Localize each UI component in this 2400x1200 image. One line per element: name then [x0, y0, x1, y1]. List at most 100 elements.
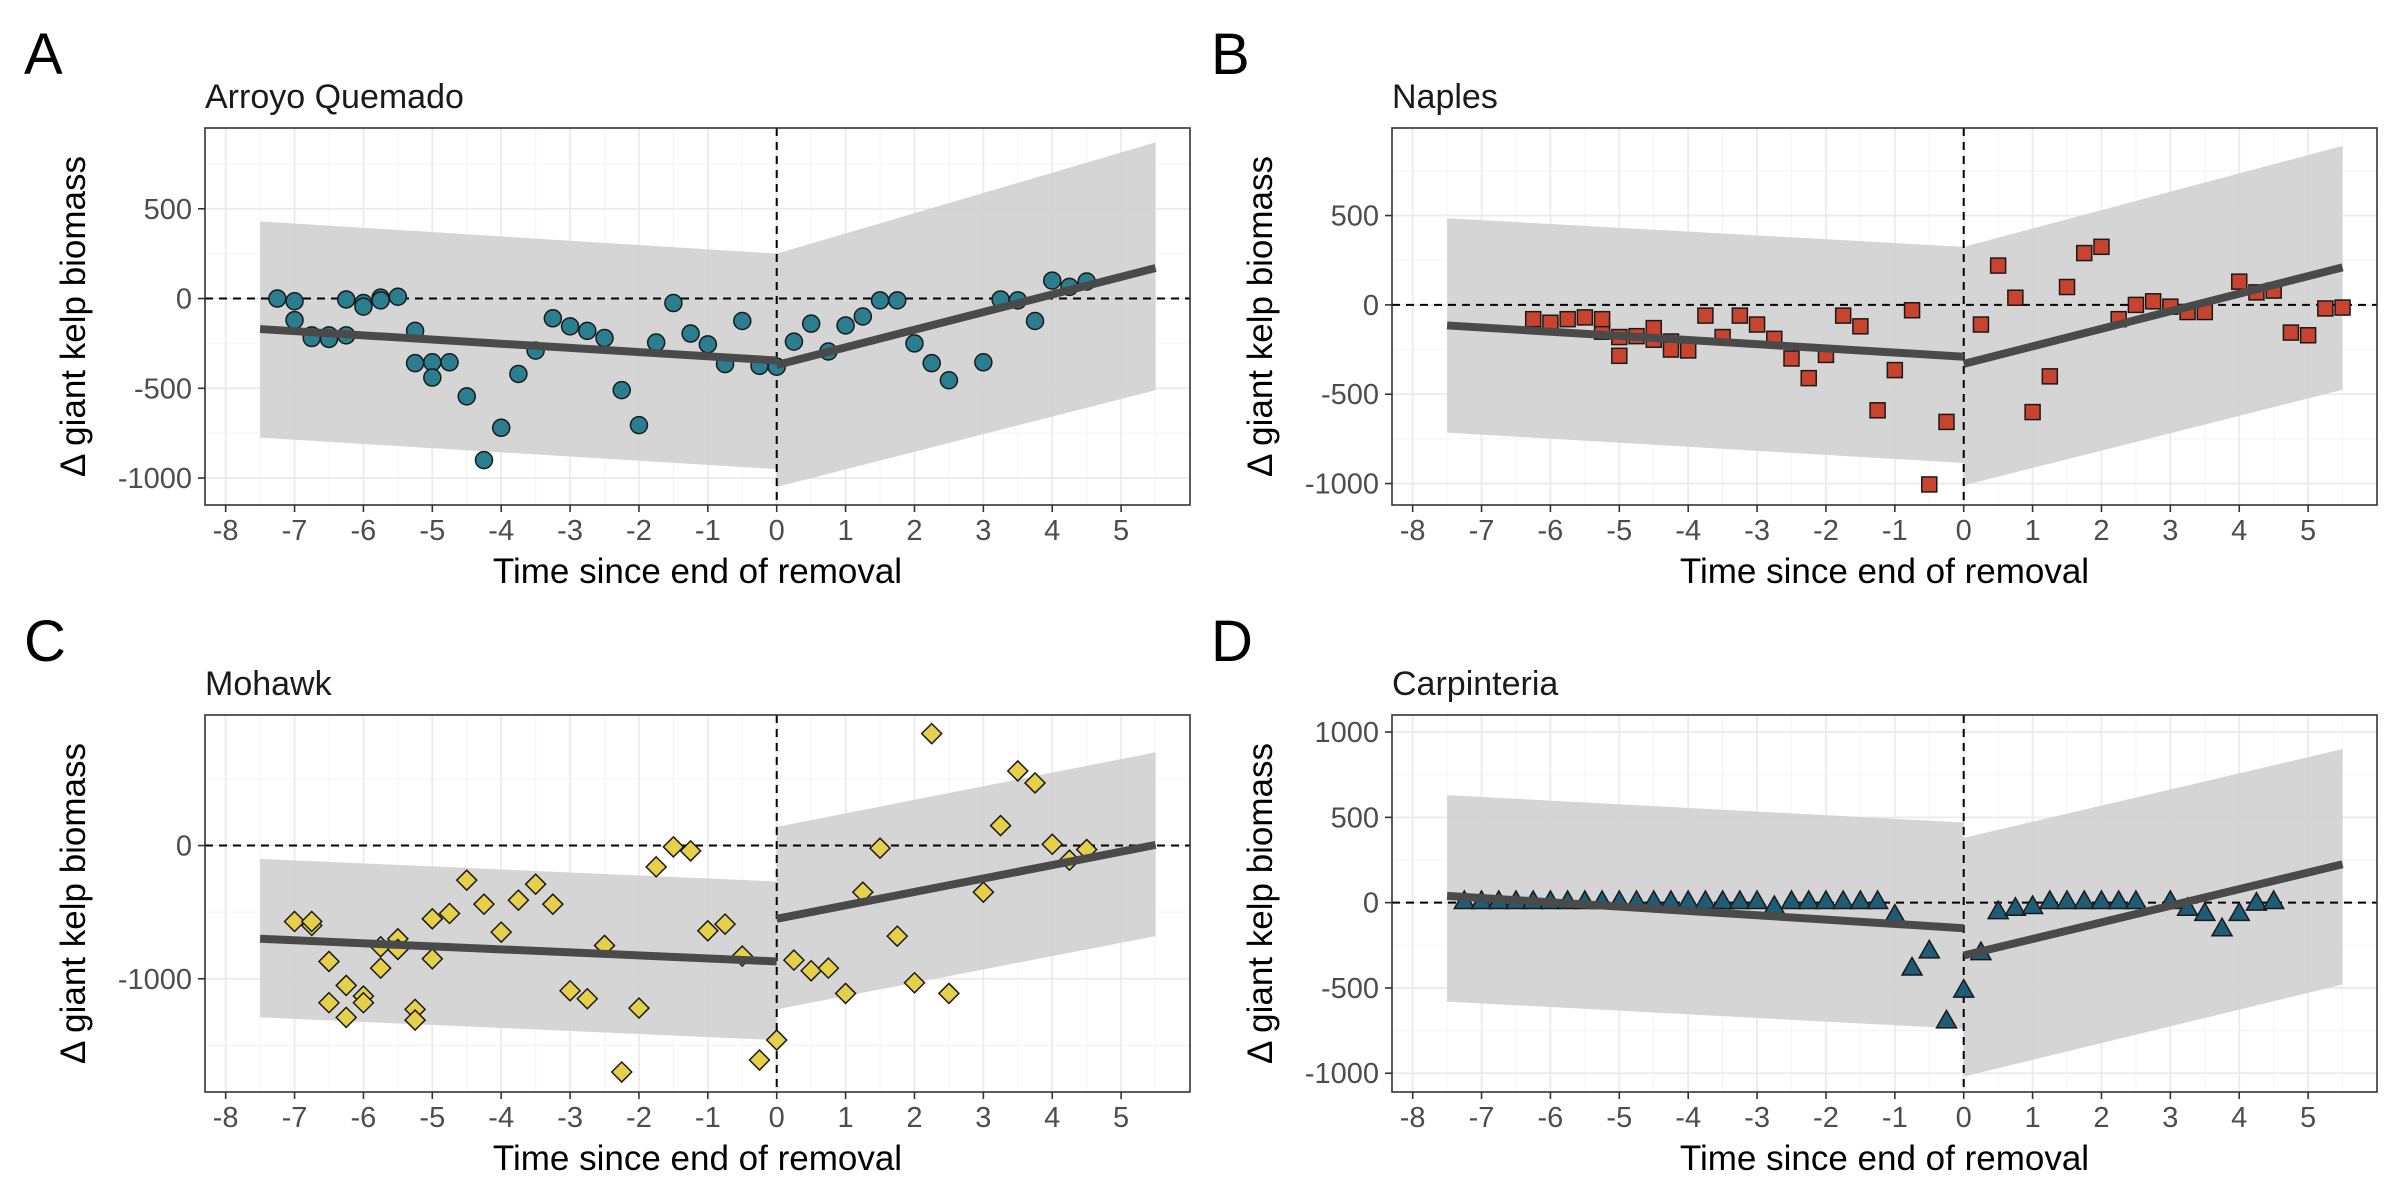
data-point	[576, 987, 599, 1010]
x-tick-label: -4	[1675, 515, 1701, 547]
data-point	[2127, 296, 2145, 314]
data-point	[2004, 896, 2027, 917]
data-point	[836, 316, 855, 335]
data-point	[317, 950, 341, 973]
data-point	[354, 297, 373, 316]
x-tick-label: -8	[213, 515, 239, 547]
data-point	[765, 1028, 788, 1052]
data-point	[1783, 350, 1800, 367]
fit-line-before	[259, 934, 777, 966]
x-tick-label: -3	[557, 1102, 583, 1134]
x-tick-label: 2	[906, 515, 922, 547]
data-point	[2317, 300, 2334, 317]
x-tick-label: 5	[2300, 515, 2316, 547]
data-point	[905, 334, 924, 353]
data-point	[1972, 316, 1990, 333]
x-tick-label: 4	[2231, 1102, 2247, 1134]
data-point	[627, 997, 651, 1020]
data-point	[903, 971, 926, 994]
data-point	[559, 979, 582, 1002]
data-point	[920, 722, 943, 745]
x-axis: -8 -7 -6 -5 -4 -3 -2 -1 0 1 2 3 4 5	[213, 505, 1129, 547]
data-point	[455, 869, 478, 892]
y-axis-title: Δ giant kelp biomass	[1241, 156, 1280, 477]
x-axis-title: Time since end of removal	[493, 552, 902, 591]
data-point	[645, 855, 668, 878]
data-point	[1679, 342, 1697, 359]
data-point	[1814, 889, 1838, 910]
data-point	[268, 289, 287, 308]
data-point	[352, 991, 375, 1014]
data-point	[1989, 257, 2007, 274]
x-tick-label: -3	[1744, 1102, 1770, 1134]
data-point	[438, 902, 461, 925]
data-point	[335, 1006, 358, 1029]
data-point	[646, 333, 666, 352]
data-point	[371, 291, 390, 310]
data-point	[1986, 899, 2010, 920]
data-point	[817, 957, 840, 980]
x-tick-label: -7	[282, 515, 308, 547]
data-point	[2262, 889, 2285, 910]
x-tick-label: -5	[1606, 1102, 1632, 1134]
x-tick-label: 0	[1956, 1102, 1972, 1134]
y-tick-label: 0	[1363, 888, 1379, 920]
data-point	[543, 309, 563, 328]
data-point	[733, 311, 752, 331]
data-point	[541, 893, 564, 916]
data-point	[679, 839, 702, 862]
data-point	[1797, 889, 1821, 910]
x-tick-label: -3	[1744, 515, 1770, 547]
data-point	[474, 450, 494, 470]
data-point	[888, 291, 907, 310]
data-point	[664, 293, 683, 313]
data-point	[748, 1048, 771, 1072]
data-point	[922, 353, 941, 373]
y-tick-label: 1000	[1314, 717, 1379, 749]
x-tick-label: -8	[1400, 1102, 1426, 1134]
plot-frame	[1391, 127, 2378, 506]
y-axis: -1000 -500 0 500	[1305, 201, 1392, 501]
x-tick-label: -5	[419, 1102, 445, 1134]
panel-a: -8 -7 -6 -5 -4 -3 -2 -1 0 1 2 3 4 5 -1000 -500 0 500 Time …	[24, 22, 1191, 591]
panel-title: Mohawk	[205, 665, 333, 703]
data-point	[2058, 278, 2076, 296]
x-tick-label: -7	[1469, 1102, 1495, 1134]
x-tick-label: 1	[2025, 1102, 2041, 1134]
data-point	[681, 324, 700, 343]
data-point	[1006, 759, 1029, 783]
data-point	[405, 353, 425, 373]
data-point	[2072, 889, 2096, 910]
data-point	[336, 290, 356, 309]
data-point	[2090, 889, 2113, 910]
data-point	[1921, 476, 1938, 493]
x-tick-label: 5	[2300, 1102, 2316, 1134]
x-tick-label: -4	[1675, 1102, 1701, 1134]
data-point	[283, 910, 306, 933]
x-axis-title: Time since end of removal	[1680, 552, 2089, 591]
data-point	[2024, 403, 2041, 421]
data-point	[421, 907, 444, 930]
panel-letter: B	[1211, 22, 1250, 87]
fit-line-before	[259, 325, 777, 365]
y-axis: -1000 -500 0 500	[118, 194, 205, 495]
y-tick-label: 500	[144, 194, 192, 226]
x-tick-label: 0	[1956, 515, 1972, 547]
y-axis: -1000 -500 0 500 1000	[1305, 717, 1392, 1090]
data-point	[1524, 310, 1542, 328]
plot-frame	[204, 714, 1191, 1093]
data-point	[2093, 238, 2110, 256]
data-point	[457, 387, 476, 406]
y-axis-title: Δ giant kelp biomass	[54, 156, 93, 477]
x-tick-label: -7	[1469, 515, 1495, 547]
data-point	[2334, 299, 2351, 316]
x-tick-label: 1	[838, 515, 854, 547]
data-point	[834, 982, 857, 1005]
y-tick-label: -500	[1321, 379, 1379, 411]
y-tick-label: 0	[176, 831, 192, 863]
data-point	[662, 835, 685, 858]
x-tick-label: -2	[626, 515, 652, 547]
x-axis: -8 -7 -6 -5 -4 -3 -2 -1 0 1 2 3 4 5	[1400, 1092, 2316, 1134]
data-point	[1745, 889, 1769, 910]
